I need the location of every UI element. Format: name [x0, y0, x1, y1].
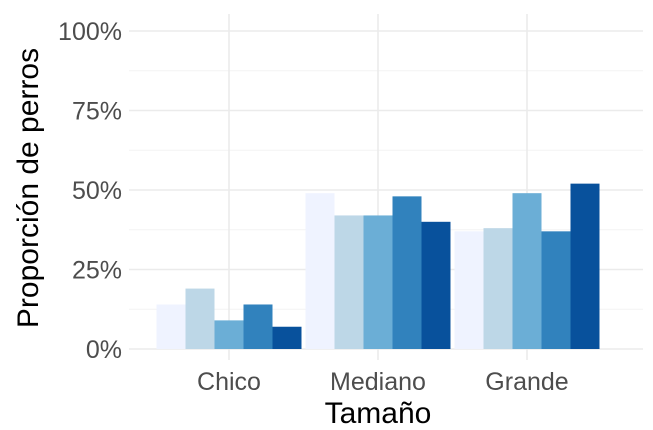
bar: [334, 215, 364, 349]
bar: [214, 320, 244, 349]
bar: [483, 228, 513, 349]
y-axis-title: Proporción de perros: [12, 48, 45, 328]
bar: [392, 196, 422, 349]
x-tick-label: Grande: [485, 368, 568, 396]
bar: [363, 215, 393, 349]
bar: [185, 288, 215, 349]
bar: [512, 193, 542, 349]
y-tick-label: 50%: [72, 177, 122, 205]
x-tick-labels: Chico Mediano Grande: [197, 368, 569, 396]
y-tick-label: 100%: [58, 18, 122, 46]
y-tick-label: 75%: [72, 98, 122, 126]
bar: [156, 304, 186, 349]
bar: [421, 221, 451, 349]
x-tick-label: Mediano: [330, 368, 426, 396]
bar: [454, 231, 484, 349]
y-tick-label: 25%: [72, 257, 122, 285]
bar: [570, 183, 600, 349]
bar: [243, 304, 273, 349]
y-tick-labels: 0% 25% 50% 75% 100%: [58, 18, 122, 364]
x-tick-label: Chico: [197, 368, 261, 396]
y-tick-label: 0%: [86, 336, 122, 364]
bar: [541, 231, 571, 349]
bar: [272, 326, 302, 349]
bar: [305, 193, 335, 349]
bars: [156, 183, 600, 349]
x-axis-title: Tamaño: [325, 397, 432, 430]
